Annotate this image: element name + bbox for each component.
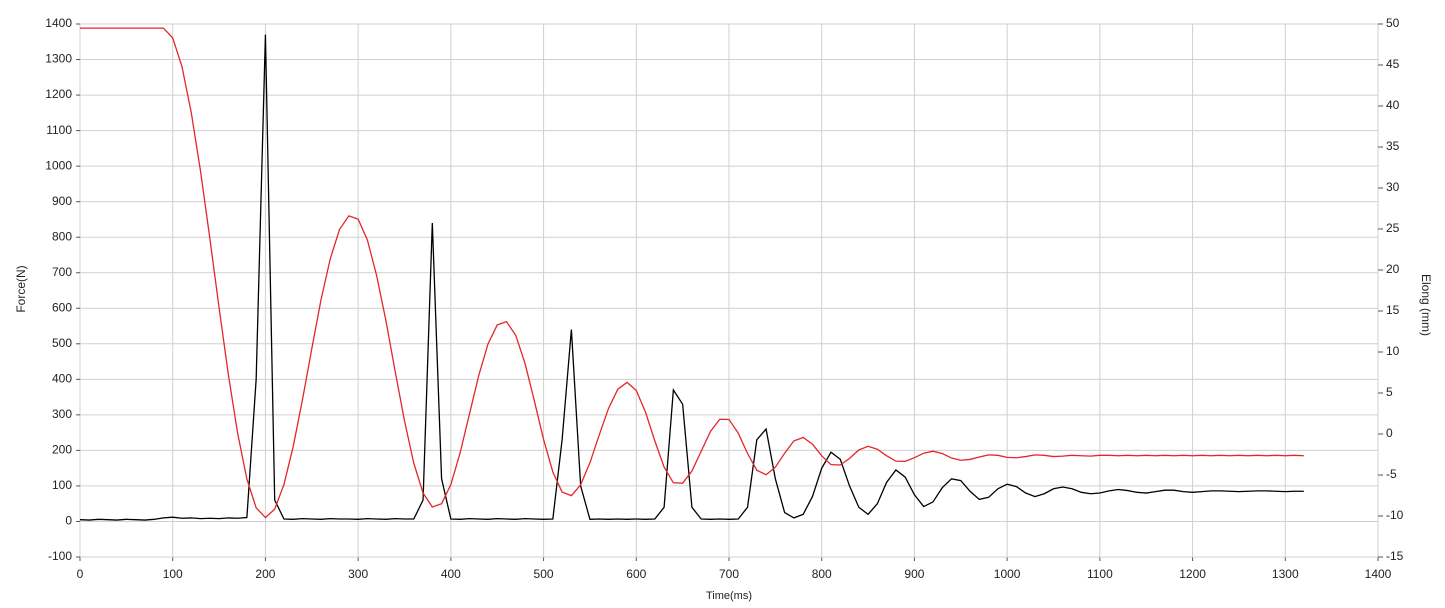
data-line — [79, 34, 1304, 521]
x-tick-label: 600 — [626, 567, 646, 581]
y2-tick-label: 50 — [1386, 16, 1400, 30]
y2-tick-label: 25 — [1386, 221, 1400, 235]
y-tick-label: 800 — [52, 229, 72, 243]
y2-axis-label: Elong (mm) — [1419, 274, 1433, 336]
x-tick-label: 400 — [441, 567, 461, 581]
x-tick-label: 1200 — [1179, 567, 1206, 581]
x-tick-label: 1000 — [994, 567, 1021, 581]
y2-tick-label: -15 — [1386, 549, 1404, 563]
x-tick-label: 500 — [534, 567, 554, 581]
y-tick-label: 1300 — [45, 52, 72, 66]
y-tick-label: 1000 — [45, 158, 72, 172]
y-tick-label: 1100 — [46, 123, 72, 137]
y-tick-label: 900 — [52, 194, 72, 208]
y-tick-label: 0 — [65, 514, 72, 528]
y2-tick-label: 10 — [1386, 344, 1400, 358]
data-line — [80, 27, 1304, 519]
y-tick-label: -100 — [48, 549, 72, 563]
y2-tick-label: 45 — [1386, 57, 1400, 71]
y-tick-label: 500 — [52, 336, 72, 350]
y2-tick-label: 15 — [1386, 303, 1400, 317]
x-tick-label: 300 — [348, 567, 368, 581]
y-tick-label: 600 — [52, 300, 72, 314]
y2-tick-label: 20 — [1386, 262, 1400, 276]
y2-tick-label: 30 — [1386, 180, 1400, 194]
x-tick-label: 1300 — [1272, 567, 1299, 581]
y-tick-label: 1200 — [45, 87, 72, 101]
y-axis-label: Force(N) — [14, 265, 28, 312]
y2-tick-label: -10 — [1386, 508, 1404, 522]
x-tick-label: 1400 — [1365, 567, 1392, 581]
x-tick-label: 1100 — [1087, 567, 1113, 581]
y-tick-label: 700 — [52, 265, 72, 279]
y-tick-label: 1400 — [45, 16, 72, 30]
y2-tick-label: 35 — [1386, 139, 1400, 153]
y-tick-label: 100 — [52, 478, 72, 492]
x-tick-label: 100 — [163, 567, 183, 581]
x-tick-label: 200 — [255, 567, 275, 581]
y2-tick-label: -5 — [1386, 467, 1397, 481]
y-tick-label: 300 — [52, 407, 72, 421]
x-tick-label: 800 — [812, 567, 832, 581]
x-axis-label: Time(ms) — [706, 590, 752, 602]
y2-tick-label: 40 — [1386, 98, 1400, 112]
y-tick-label: 400 — [52, 372, 72, 386]
y2-tick-label: 5 — [1386, 385, 1393, 399]
y-tick-label: 200 — [52, 443, 72, 457]
y2-tick-label: 0 — [1386, 426, 1393, 440]
x-tick-label: 900 — [904, 567, 924, 581]
x-tick-label: 700 — [719, 567, 739, 581]
x-tick-label: 0 — [77, 567, 84, 581]
